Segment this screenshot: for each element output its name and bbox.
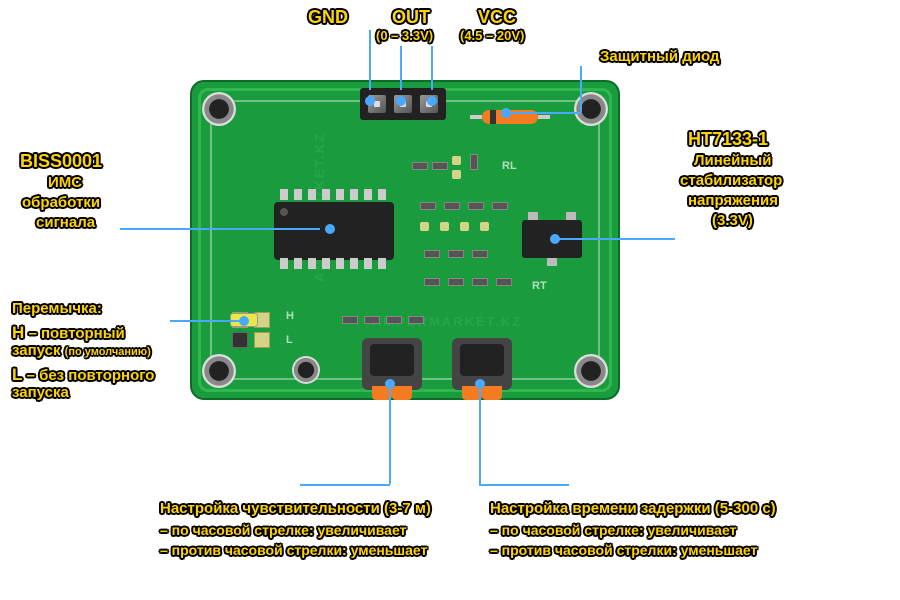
leader-dot xyxy=(501,108,511,118)
label-sens-ccw: – против часовой стрелки: уменьшает xyxy=(160,542,427,560)
label-reg-l2: стабилизатор xyxy=(680,172,782,191)
label-delay-cw: – по часовой стрелке: увеличивает xyxy=(490,522,736,540)
label-diode: Защитный диод xyxy=(600,48,719,67)
silk-h: H xyxy=(286,310,294,322)
leader-dot xyxy=(550,234,560,244)
leader-dot xyxy=(239,316,249,326)
leader-dot xyxy=(385,379,395,389)
silk-rt: RT xyxy=(532,280,547,292)
mounting-hole xyxy=(574,354,608,388)
leader xyxy=(431,46,433,90)
leader-dot xyxy=(365,96,375,106)
mounting-hole xyxy=(292,356,320,384)
label-reg-title: HT7133-1 xyxy=(688,128,768,151)
leader xyxy=(369,30,371,90)
label-delay-ccw: – против часовой стрелки: уменьшает xyxy=(490,542,757,560)
label-jumper-title: Перемычка: xyxy=(12,300,102,319)
silk-l: L xyxy=(286,334,293,346)
leader xyxy=(300,484,390,486)
leader xyxy=(389,384,391,484)
label-biss-l1: ИМС xyxy=(48,174,82,193)
label-out: OUT xyxy=(392,6,430,29)
label-reg-l4: (3.3V) xyxy=(712,212,753,231)
label-reg-l1: Линейный xyxy=(694,152,771,171)
label-delay-title: Настройка времени задержки (5-300 с) xyxy=(490,500,776,519)
label-gnd: GND xyxy=(308,6,348,29)
label-vcc: VCC xyxy=(478,6,516,29)
leader xyxy=(580,66,582,112)
leader xyxy=(505,112,581,114)
leader xyxy=(170,320,242,322)
mounting-hole xyxy=(202,354,236,388)
label-biss-title: BISS0001 xyxy=(20,150,102,173)
leader-dot xyxy=(475,379,485,389)
leader-dot xyxy=(325,224,335,234)
label-jumper-l: L – без повторного xyxy=(12,364,154,386)
leader xyxy=(479,484,569,486)
label-vcc-range: (4.5 – 20V) xyxy=(460,28,524,44)
leader-dot xyxy=(427,96,437,106)
label-out-range: (0 – 3.3V) xyxy=(376,28,433,44)
leader xyxy=(555,238,675,240)
label-biss-l3: сигнала xyxy=(36,214,95,233)
label-jumper-h: H – повторный xyxy=(12,322,125,344)
leader xyxy=(400,46,402,90)
label-sens-cw: – по часовой стрелке: увеличивает xyxy=(160,522,406,540)
label-jumper-l2: запуска xyxy=(12,384,69,403)
leader xyxy=(479,384,481,484)
label-biss-l2: обработки xyxy=(22,194,100,213)
label-reg-l3: напряжения xyxy=(688,192,778,211)
silk-rl: RL xyxy=(502,160,517,172)
label-sens-title: Настройка чувствительности (3-7 м) xyxy=(160,500,431,519)
label-jumper-h2: запуск (по умолчанию) xyxy=(12,342,151,361)
leader-dot xyxy=(396,96,406,106)
mounting-hole xyxy=(202,92,236,126)
leader xyxy=(120,228,320,230)
